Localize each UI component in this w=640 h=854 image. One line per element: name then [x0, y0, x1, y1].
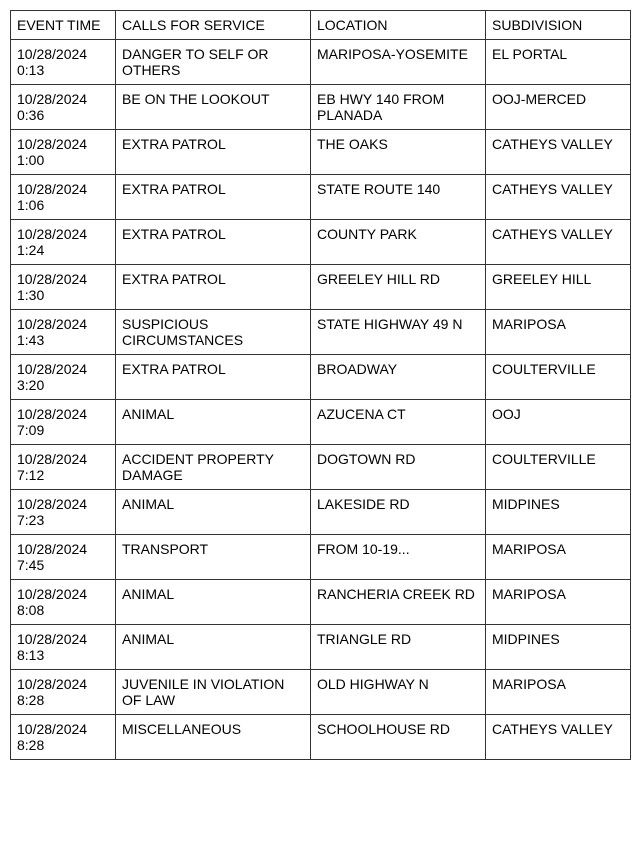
table-row: 10/28/2024 1:06EXTRA PATROLSTATE ROUTE 1…	[11, 175, 631, 220]
cell-time: 10/28/2024 8:28	[11, 715, 116, 760]
table-row: 10/28/2024 1:43SUSPICIOUS CIRCUMSTANCESS…	[11, 310, 631, 355]
cell-calls: ANIMAL	[116, 580, 311, 625]
cell-subdivision: MIDPINES	[486, 625, 631, 670]
cell-calls: EXTRA PATROL	[116, 220, 311, 265]
cell-calls: EXTRA PATROL	[116, 355, 311, 400]
cell-time: 10/28/2024 0:36	[11, 85, 116, 130]
col-header-subdivision: SUBDIVISION	[486, 11, 631, 40]
table-body: 10/28/2024 0:13DANGER TO SELF OR OTHERSM…	[11, 40, 631, 760]
cell-subdivision: CATHEYS VALLEY	[486, 175, 631, 220]
table-row: 10/28/2024 0:13DANGER TO SELF OR OTHERSM…	[11, 40, 631, 85]
table-row: 10/28/2024 8:08ANIMALRANCHERIA CREEK RDM…	[11, 580, 631, 625]
cell-time: 10/28/2024 1:24	[11, 220, 116, 265]
cell-time: 10/28/2024 3:20	[11, 355, 116, 400]
cell-calls: EXTRA PATROL	[116, 130, 311, 175]
table-row: 10/28/2024 7:09ANIMALAZUCENA CTOOJ	[11, 400, 631, 445]
cell-location: OLD HIGHWAY N	[311, 670, 486, 715]
cell-location: AZUCENA CT	[311, 400, 486, 445]
table-row: 10/28/2024 1:00EXTRA PATROLTHE OAKSCATHE…	[11, 130, 631, 175]
cell-calls: MISCELLANEOUS	[116, 715, 311, 760]
cell-time: 10/28/2024 1:06	[11, 175, 116, 220]
col-header-event-time: EVENT TIME	[11, 11, 116, 40]
col-header-calls: CALLS FOR SERVICE	[116, 11, 311, 40]
cell-calls: TRANSPORT	[116, 535, 311, 580]
cell-location: RANCHERIA CREEK RD	[311, 580, 486, 625]
cell-time: 10/28/2024 7:12	[11, 445, 116, 490]
table-row: 10/28/2024 7:23ANIMALLAKESIDE RDMIDPINES	[11, 490, 631, 535]
cell-location: STATE ROUTE 140	[311, 175, 486, 220]
cell-time: 10/28/2024 1:43	[11, 310, 116, 355]
cell-calls: ACCIDENT PROPERTY DAMAGE	[116, 445, 311, 490]
cell-subdivision: MIDPINES	[486, 490, 631, 535]
cell-location: COUNTY PARK	[311, 220, 486, 265]
cell-calls: ANIMAL	[116, 625, 311, 670]
table-row: 10/28/2024 8:13ANIMALTRIANGLE RDMIDPINES	[11, 625, 631, 670]
table-row: 10/28/2024 8:28MISCELLANEOUSSCHOOLHOUSE …	[11, 715, 631, 760]
cell-subdivision: CATHEYS VALLEY	[486, 715, 631, 760]
table-row: 10/28/2024 8:28JUVENILE IN VIOLATION OF …	[11, 670, 631, 715]
cell-time: 10/28/2024 1:00	[11, 130, 116, 175]
cell-location: TRIANGLE RD	[311, 625, 486, 670]
table-row: 10/28/2024 1:24EXTRA PATROL COUNTY PARKC…	[11, 220, 631, 265]
table-row: 10/28/2024 7:45TRANSPORTFROM 10-19...MAR…	[11, 535, 631, 580]
cell-subdivision: MARIPOSA	[486, 535, 631, 580]
cell-location: SCHOOLHOUSE RD	[311, 715, 486, 760]
cell-calls: SUSPICIOUS CIRCUMSTANCES	[116, 310, 311, 355]
cell-subdivision: COULTERVILLE	[486, 445, 631, 490]
cell-location: THE OAKS	[311, 130, 486, 175]
table-row: 10/28/2024 0:36BE ON THE LOOKOUTEB HWY 1…	[11, 85, 631, 130]
table-row: 10/28/2024 1:30EXTRA PATROLGREELEY HILL …	[11, 265, 631, 310]
cell-calls: ANIMAL	[116, 400, 311, 445]
cell-subdivision: COULTERVILLE	[486, 355, 631, 400]
cell-location: BROADWAY	[311, 355, 486, 400]
table-row: 10/28/2024 7:12ACCIDENT PROPERTY DAMAGED…	[11, 445, 631, 490]
cell-subdivision: MARIPOSA	[486, 670, 631, 715]
cell-calls: EXTRA PATROL	[116, 175, 311, 220]
cell-location: STATE HIGHWAY 49 N	[311, 310, 486, 355]
cell-subdivision: OOJ	[486, 400, 631, 445]
cell-location: DOGTOWN RD	[311, 445, 486, 490]
header-row: EVENT TIME CALLS FOR SERVICE LOCATION SU…	[11, 11, 631, 40]
cell-location: MARIPOSA-YOSEMITE	[311, 40, 486, 85]
cell-subdivision: EL PORTAL	[486, 40, 631, 85]
cell-subdivision: CATHEYS VALLEY	[486, 220, 631, 265]
cell-time: 10/28/2024 1:30	[11, 265, 116, 310]
cell-calls: EXTRA PATROL	[116, 265, 311, 310]
cell-subdivision: MARIPOSA	[486, 580, 631, 625]
cell-time: 10/28/2024 8:28	[11, 670, 116, 715]
cell-location: LAKESIDE RD	[311, 490, 486, 535]
cell-subdivision: MARIPOSA	[486, 310, 631, 355]
cell-calls: ANIMAL	[116, 490, 311, 535]
cell-time: 10/28/2024 0:13	[11, 40, 116, 85]
cell-time: 10/28/2024 8:08	[11, 580, 116, 625]
cell-time: 10/28/2024 8:13	[11, 625, 116, 670]
cell-location: GREELEY HILL RD	[311, 265, 486, 310]
cell-time: 10/28/2024 7:45	[11, 535, 116, 580]
cell-subdivision: CATHEYS VALLEY	[486, 130, 631, 175]
cell-location: FROM 10-19...	[311, 535, 486, 580]
table-row: 10/28/2024 3:20EXTRA PATROLBROADWAYCOULT…	[11, 355, 631, 400]
cell-time: 10/28/2024 7:09	[11, 400, 116, 445]
service-calls-table: EVENT TIME CALLS FOR SERVICE LOCATION SU…	[10, 10, 631, 760]
col-header-location: LOCATION	[311, 11, 486, 40]
cell-calls: BE ON THE LOOKOUT	[116, 85, 311, 130]
cell-location: EB HWY 140 FROM PLANADA	[311, 85, 486, 130]
cell-time: 10/28/2024 7:23	[11, 490, 116, 535]
cell-subdivision: GREELEY HILL	[486, 265, 631, 310]
cell-calls: JUVENILE IN VIOLATION OF LAW	[116, 670, 311, 715]
table-header: EVENT TIME CALLS FOR SERVICE LOCATION SU…	[11, 11, 631, 40]
cell-subdivision: OOJ-MERCED	[486, 85, 631, 130]
cell-calls: DANGER TO SELF OR OTHERS	[116, 40, 311, 85]
